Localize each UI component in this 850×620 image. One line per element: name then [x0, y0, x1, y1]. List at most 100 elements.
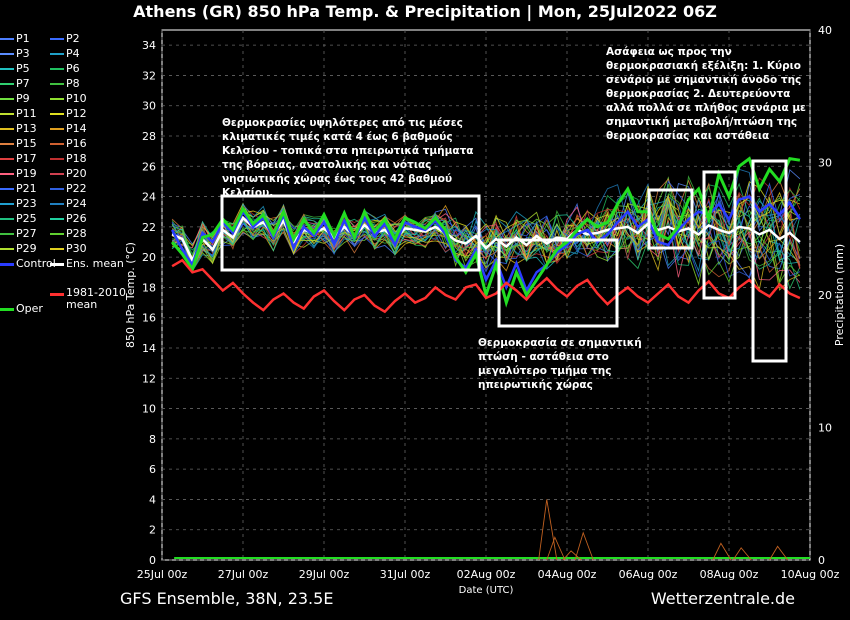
- legend-swatch: [50, 38, 64, 40]
- legend-item: Control: [0, 257, 56, 271]
- legend-swatch: [0, 203, 14, 205]
- x-tick-label: 27Jul 00z: [218, 568, 269, 581]
- legend-swatch: [50, 173, 64, 175]
- legend-item: P7: [0, 77, 30, 91]
- legend-label: P12: [66, 107, 87, 120]
- legend-swatch: [0, 262, 14, 266]
- x-tick-label: 29Jul 00z: [299, 568, 350, 581]
- legend-item: P22: [50, 182, 87, 196]
- legend-item: Ens. mean: [50, 257, 124, 271]
- legend-item: P18: [50, 152, 87, 166]
- legend-item: P13: [0, 122, 37, 136]
- legend-swatch: [50, 262, 64, 266]
- legend-label: Oper: [16, 302, 43, 315]
- y-tick-label: 8: [149, 433, 156, 446]
- y-tick-label: 4: [149, 493, 156, 506]
- legend-label: P11: [16, 107, 37, 120]
- legend-label: P8: [66, 77, 80, 90]
- legend-swatch: [0, 307, 14, 311]
- legend-swatch: [50, 158, 64, 160]
- legend-label: P23: [16, 197, 37, 210]
- legend-label: 1981-2010 mean: [66, 286, 126, 311]
- legend-item: P10: [50, 92, 87, 106]
- legend-swatch: [50, 128, 64, 130]
- legend-swatch: [50, 233, 64, 235]
- legend-label: Control: [16, 257, 56, 270]
- legend-label: P6: [66, 62, 80, 75]
- annotation-box: [220, 194, 481, 272]
- y-right-tick-label: 20: [818, 289, 832, 302]
- legend-item: P3: [0, 47, 30, 61]
- y-axis-label: 850 hPa Temp. (°C): [124, 242, 137, 348]
- x-tick-label: 10Aug 00z: [781, 568, 840, 581]
- annotation-box: [497, 238, 619, 328]
- ensemble-member-line: [172, 216, 801, 290]
- legend-swatch: [0, 218, 14, 220]
- y-tick-label: 28: [142, 130, 156, 143]
- legend-label: P18: [66, 152, 87, 165]
- legend-label: P16: [66, 137, 87, 150]
- x-tick-label: 06Aug 00z: [619, 568, 678, 581]
- footer-source: Wetterzentrale.de: [650, 589, 795, 608]
- legend-label: P15: [16, 137, 37, 150]
- legend-swatch: [50, 248, 64, 250]
- legend-swatch: [50, 143, 64, 145]
- annotation-box: [647, 188, 694, 250]
- legend-label: P25: [16, 212, 37, 225]
- legend-swatch: [0, 248, 14, 250]
- legend-label: P5: [16, 62, 30, 75]
- legend-item: P12: [50, 107, 87, 121]
- legend-item: P14: [50, 122, 87, 136]
- legend-label: P3: [16, 47, 30, 60]
- y-tick-label: 22: [142, 221, 156, 234]
- y-right-axis-label: Precipitation (mm): [833, 244, 846, 346]
- legend-label: Ens. mean: [66, 257, 124, 270]
- y-tick-label: 12: [142, 372, 156, 385]
- y-right-tick-label: 30: [818, 157, 832, 170]
- legend-swatch: [0, 83, 14, 85]
- legend-item: P21: [0, 182, 37, 196]
- legend-label: P30: [66, 242, 87, 255]
- precip-spike: [769, 545, 789, 561]
- legend-swatch: [50, 68, 64, 70]
- legend-item: P30: [50, 242, 87, 256]
- legend-item: P23: [0, 197, 37, 211]
- legend-item: 1981-2010 mean: [50, 287, 126, 311]
- annotation-box: [702, 170, 737, 300]
- legend-item: P6: [50, 62, 80, 76]
- precip-spike: [546, 536, 566, 561]
- legend-label: P24: [66, 197, 87, 210]
- legend-item: P9: [0, 92, 30, 106]
- legend-label: P4: [66, 47, 80, 60]
- annotation-drop: Θερμοκρασία σε σημαντική πτώση - αστάθει…: [478, 337, 642, 391]
- legend-item: P26: [50, 212, 87, 226]
- ensemble-member-line: [171, 203, 801, 278]
- legend-item: P17: [0, 152, 37, 166]
- y-tick-label: 24: [142, 191, 156, 204]
- annotation-uncertainty: Ασάφεια ως προς την θερμοκρασιακή εξέλιξ…: [606, 46, 806, 142]
- y-tick-label: 32: [142, 69, 156, 82]
- legend-item: P25: [0, 212, 37, 226]
- legend-swatch: [0, 173, 14, 175]
- footer-model: GFS Ensemble, 38N, 23.5E: [120, 589, 334, 608]
- legend-item: P11: [0, 107, 37, 121]
- x-tick-label: 31Jul 00z: [380, 568, 431, 581]
- legend-swatch: [50, 203, 64, 205]
- x-tick-label: 08Aug 00z: [700, 568, 759, 581]
- legend-swatch: [0, 158, 14, 160]
- legend-item: P24: [50, 197, 87, 211]
- legend-label: P7: [16, 77, 30, 90]
- legend-label: P17: [16, 152, 37, 165]
- legend-label: P13: [16, 122, 37, 135]
- legend-label: P26: [66, 212, 87, 225]
- legend-label: P27: [16, 227, 37, 240]
- y-tick-label: 20: [142, 251, 156, 264]
- y-right-tick-label: 10: [818, 422, 832, 435]
- legend-swatch: [0, 38, 14, 40]
- y-tick-label: 2: [149, 524, 156, 537]
- chart-title: Athens (GR) 850 hPa Temp. & Precipitatio…: [133, 2, 717, 21]
- legend-swatch: [0, 68, 14, 70]
- legend-item: P2: [50, 32, 80, 46]
- legend-item: P19: [0, 167, 37, 181]
